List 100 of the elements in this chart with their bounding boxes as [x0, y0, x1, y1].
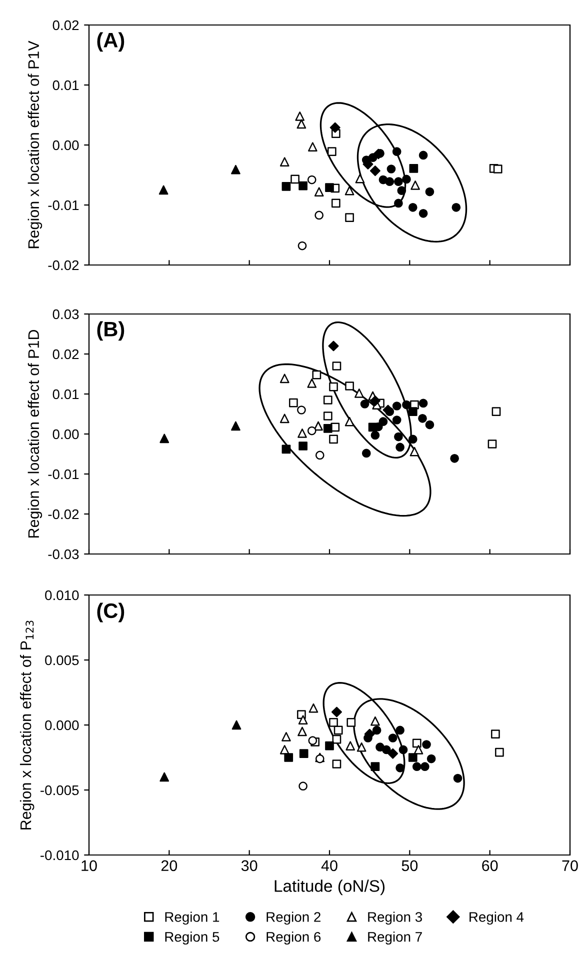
point	[158, 185, 168, 195]
point	[425, 187, 434, 196]
point	[290, 174, 300, 184]
y-tick-label: 0.000	[45, 720, 79, 730]
y-axis-title: Region x location effect of P1D	[28, 330, 42, 538]
point	[414, 745, 424, 754]
annotation: (B)	[97, 321, 124, 341]
point	[160, 434, 170, 444]
point	[385, 177, 394, 186]
y-tick-label: 0.02	[52, 349, 79, 360]
point	[331, 706, 342, 718]
point	[394, 198, 403, 208]
point	[402, 174, 411, 184]
point	[370, 430, 380, 440]
point	[298, 715, 308, 724]
x-tick-label: 60	[482, 860, 498, 872]
point	[330, 122, 340, 133]
x-tick-label: 70	[562, 860, 578, 872]
point	[344, 416, 354, 426]
point	[418, 398, 428, 408]
y-tick-label: 0.01	[52, 389, 79, 400]
point	[325, 741, 334, 750]
point	[420, 762, 430, 772]
point	[422, 740, 431, 749]
point	[282, 182, 291, 191]
point	[280, 745, 290, 754]
point	[394, 432, 403, 442]
point	[409, 164, 418, 173]
point	[372, 726, 382, 735]
point	[412, 738, 422, 748]
y-axis-title: Region x location effect of P1V	[28, 40, 42, 248]
point	[231, 421, 240, 431]
point	[160, 772, 170, 782]
point	[298, 782, 308, 791]
y-tick-label: 0.005	[45, 655, 79, 666]
point	[452, 202, 461, 212]
point	[307, 175, 316, 184]
point	[312, 370, 322, 380]
point	[491, 730, 500, 739]
point	[354, 388, 364, 398]
y-tick-label: 0.02	[52, 20, 79, 30]
x-tick-label: 30	[241, 860, 258, 872]
y-tick-label: -0.010	[40, 850, 79, 860]
y-tick-label: 0.03	[52, 309, 79, 320]
y-tick-label: -0.02	[48, 260, 79, 270]
x-tick-label: 10	[82, 860, 97, 872]
x-axis-title: Latitude (oN/S)	[274, 880, 385, 896]
point	[392, 416, 402, 424]
point	[453, 774, 462, 783]
point	[346, 718, 356, 727]
point	[282, 732, 291, 742]
point	[298, 442, 308, 450]
point	[394, 177, 403, 186]
point	[370, 166, 380, 176]
point	[388, 748, 398, 759]
point	[392, 402, 402, 410]
y-tick-label: -0.005	[40, 785, 79, 796]
point	[418, 150, 428, 160]
point	[450, 454, 459, 463]
annotation: (A)	[97, 32, 124, 52]
point	[425, 420, 434, 430]
point	[396, 726, 404, 735]
y-tick-label: 0.00	[52, 429, 79, 440]
point	[331, 198, 340, 208]
point	[288, 398, 298, 408]
point	[332, 734, 342, 744]
point	[396, 763, 404, 772]
point	[402, 400, 411, 410]
y-tick-label: 0.01	[52, 80, 79, 90]
point	[284, 753, 294, 762]
point	[356, 742, 366, 752]
point	[307, 378, 317, 388]
point	[355, 174, 365, 184]
point	[426, 754, 436, 764]
point	[397, 186, 406, 196]
point	[323, 412, 332, 420]
point	[329, 382, 338, 392]
point	[362, 448, 371, 458]
x-tick-label: 50	[402, 860, 418, 872]
point	[308, 736, 318, 746]
point	[495, 748, 504, 757]
point	[280, 374, 290, 384]
point	[388, 734, 398, 742]
point	[410, 180, 420, 190]
point	[299, 749, 308, 758]
point	[296, 119, 306, 129]
point	[345, 213, 354, 222]
point	[298, 181, 308, 190]
point	[398, 745, 408, 754]
y-axis-title: Region x location effect of P$_{123}$	[20, 620, 34, 830]
y-tick-label: -0.01	[48, 200, 79, 210]
point	[298, 726, 307, 736]
legend-label: Region 5	[165, 932, 220, 945]
legend-label: Region 7	[368, 932, 422, 945]
point	[298, 428, 307, 438]
point	[370, 716, 380, 726]
point	[386, 164, 396, 174]
point	[410, 446, 420, 456]
point	[392, 147, 402, 156]
point	[488, 440, 497, 448]
